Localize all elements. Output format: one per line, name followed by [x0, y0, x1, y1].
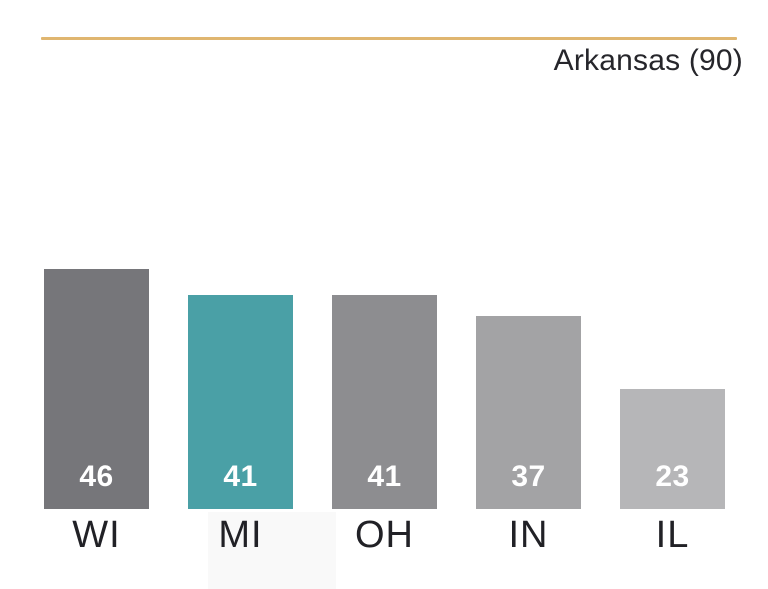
- bar-value-label: 23: [655, 460, 690, 493]
- bar-chart: 46 WI 41 MI 41 OH 37 IN 23 IL: [44, 0, 725, 554]
- bar-category-label: OH: [355, 514, 414, 556]
- bar-value-label: 37: [511, 460, 546, 493]
- chart-title: Arkansas (90): [553, 44, 743, 77]
- bar-column: 46 WI: [44, 0, 149, 554]
- bar-column: 23 IL: [620, 0, 725, 554]
- bar-category-label: IN: [508, 514, 549, 556]
- bar: 41: [332, 295, 437, 509]
- bar-category-label: IL: [655, 514, 690, 556]
- bar: 41: [188, 295, 293, 509]
- bar: 37: [476, 316, 581, 509]
- bar: 23: [620, 389, 725, 509]
- bar-value-label: 41: [223, 460, 258, 493]
- bar-column: 41 MI: [188, 0, 293, 554]
- column-highlight-shade: [208, 512, 336, 589]
- bar-value-label: 41: [367, 460, 402, 493]
- accent-divider-line: [41, 37, 737, 40]
- bar-category-label: MI: [218, 514, 263, 556]
- bar-column: 37 IN: [476, 0, 581, 554]
- bar-column: 41 OH: [332, 0, 437, 554]
- bar-value-label: 46: [79, 460, 114, 493]
- bar-category-label: WI: [72, 514, 121, 556]
- bar: 46: [44, 269, 149, 509]
